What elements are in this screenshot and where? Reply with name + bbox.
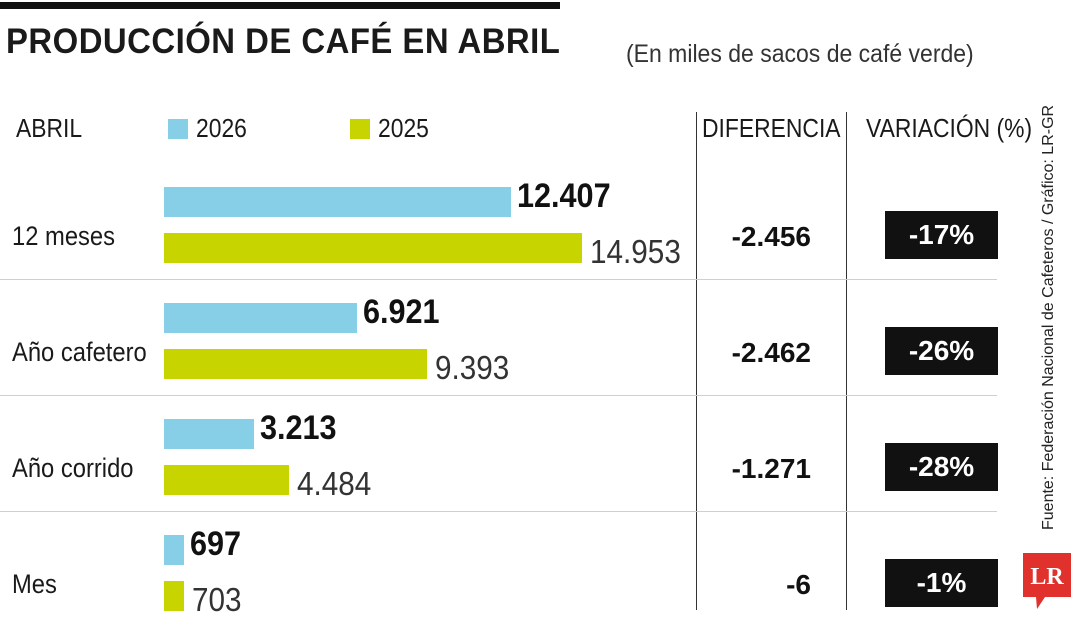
row-label: 12 meses (12, 221, 116, 251)
lr-logo: LR (1023, 553, 1071, 609)
column-divider-difference (696, 112, 697, 610)
bar-value-2026: 12.407 (516, 177, 611, 215)
row-label: Año corrido (12, 453, 134, 483)
chart-subtitle: (En miles de sacos de café verde) (626, 40, 974, 68)
legend-label-2025: 2025 (378, 113, 429, 143)
variation-badge: -26% (885, 327, 998, 375)
row-separator (0, 395, 997, 396)
row-label: Año cafetero (12, 337, 147, 367)
bar-2026 (164, 187, 511, 217)
legend-label-2026: 2026 (196, 113, 247, 143)
row-separator (0, 279, 997, 280)
lr-logo-text: LR (1030, 564, 1064, 590)
bar-2025 (164, 581, 184, 611)
variation-header: VARIACIÓN (%) (866, 113, 1033, 143)
variation-badge: -28% (885, 443, 998, 491)
bar-value-2025: 703 (192, 581, 242, 618)
chart-title: PRODUCCIÓN DE CAFÉ EN ABRIL (6, 22, 561, 61)
row-label: Mes (12, 569, 57, 599)
top-rule (0, 2, 560, 9)
bar-value-2025: 14.953 (590, 233, 681, 270)
bar-value-2025: 4.484 (297, 465, 372, 502)
difference-header: DIFERENCIA (702, 113, 841, 143)
variation-badge: -1% (885, 559, 998, 607)
bar-2025 (164, 349, 427, 379)
bar-value-2025: 9.393 (434, 349, 509, 386)
bar-2025 (164, 233, 582, 263)
legend-swatch-2025 (350, 119, 370, 139)
bar-2026 (164, 419, 254, 449)
bar-value-2026: 6.921 (363, 293, 441, 331)
period-header: ABRIL (16, 113, 83, 143)
difference-value: -6 (786, 569, 811, 600)
bar-2025 (164, 465, 290, 495)
legend-swatch-2026 (168, 119, 188, 139)
bar-value-2026: 697 (190, 525, 242, 563)
bar-value-2026: 3.213 (259, 409, 337, 447)
variation-badge: -17% (885, 211, 998, 259)
column-divider-variation (846, 112, 847, 610)
bar-2026 (164, 535, 184, 565)
row-separator (0, 511, 997, 512)
source-note: Fuente: Federación Nacional de Cafeteros… (1040, 104, 1057, 530)
bar-2026 (164, 303, 358, 333)
difference-value: -1.271 (731, 453, 811, 484)
difference-value: -2.462 (731, 337, 811, 368)
difference-value: -2.456 (731, 221, 811, 252)
